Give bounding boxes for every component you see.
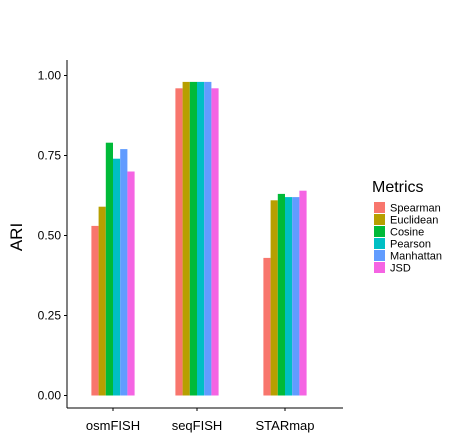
bar-pearson-seqfish (197, 81, 205, 396)
bar-manhattan-starmap (292, 197, 300, 396)
legend-label-euclidean: Euclidean (390, 215, 438, 227)
x-axis-ticks: osmFISH seqFISH STARmap (86, 408, 315, 433)
legend-swatch-manhattan (374, 250, 385, 261)
bar-jsd-osmfish (127, 171, 135, 396)
legend: Metrics SpearmanEuclideanCosinePearsonMa… (372, 179, 442, 275)
bar-jsd-seqfish (211, 88, 219, 396)
bar-cosine-seqfish (189, 81, 197, 396)
legend-label-jsd: JSD (390, 263, 411, 275)
legend-label-manhattan: Manhattan (390, 251, 442, 263)
y-tick-label: 0.25 (38, 309, 62, 323)
y-tick-label: 0.50 (38, 229, 62, 243)
y-tick-label: 0.75 (38, 149, 62, 163)
y-tick-label: 1.00 (38, 69, 62, 83)
bar-cosine-starmap (277, 193, 285, 396)
x-tick-label: STARmap (256, 418, 315, 433)
x-tick-label: seqFISH (172, 418, 223, 433)
y-tick-label: 0.00 (38, 389, 62, 403)
legend-swatch-jsd (374, 262, 385, 273)
bars (91, 81, 307, 396)
bar-spearman-osmfish (91, 225, 99, 396)
legend-items: SpearmanEuclideanCosinePearsonManhattanJ… (374, 202, 442, 275)
y-axis-label: ARI (7, 223, 26, 251)
legend-label-spearman: Spearman (390, 203, 441, 215)
bar-manhattan-osmfish (120, 149, 128, 396)
legend-label-pearson: Pearson (390, 239, 431, 251)
bar-spearman-starmap (263, 257, 271, 396)
bar-pearson-osmfish (113, 158, 121, 396)
bar-spearman-seqfish (175, 88, 183, 396)
bar-pearson-starmap (285, 197, 293, 396)
bar-euclidean-osmfish (98, 206, 106, 396)
legend-label-cosine: Cosine (390, 227, 424, 239)
legend-swatch-euclidean (374, 214, 385, 225)
bar-cosine-osmfish (105, 142, 113, 396)
bar-jsd-starmap (299, 190, 307, 396)
legend-swatch-spearman (374, 202, 385, 213)
y-axis-ticks: 0.00 0.25 0.50 0.75 1.00 (38, 69, 67, 403)
bar-euclidean-seqfish (182, 81, 190, 396)
x-tick-label: osmFISH (86, 418, 140, 433)
bar-manhattan-seqfish (204, 81, 212, 396)
legend-title: Metrics (372, 179, 424, 196)
bar-euclidean-starmap (270, 200, 278, 396)
legend-swatch-cosine (374, 226, 385, 237)
legend-swatch-pearson (374, 238, 385, 249)
